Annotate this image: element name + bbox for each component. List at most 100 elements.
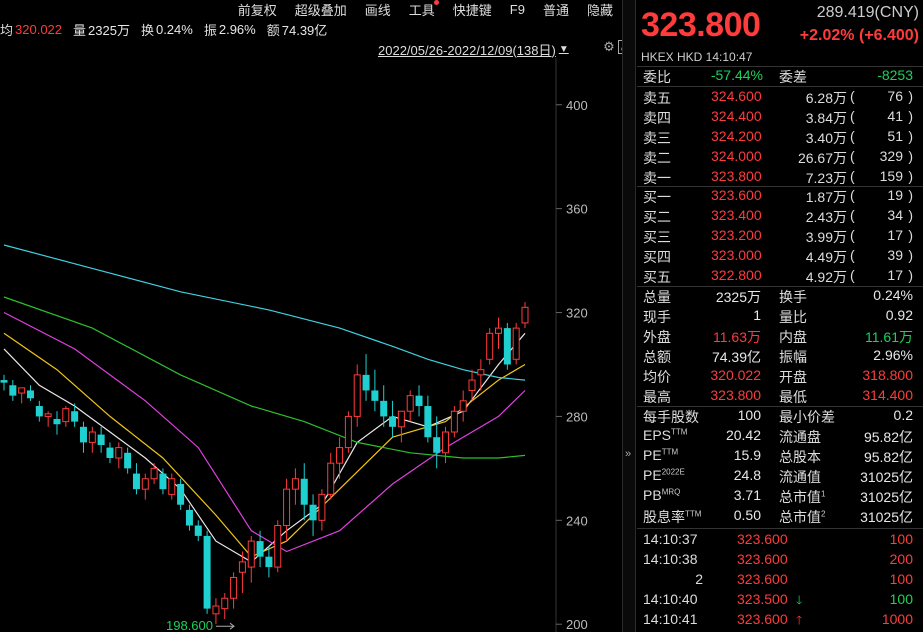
last-price: 323.800 xyxy=(641,6,761,44)
candle-body xyxy=(318,493,326,521)
tick-time: 14:10:38 xyxy=(643,551,698,567)
fund-label: 总市值2 xyxy=(779,509,826,525)
asks-row[interactable]: 卖一 323.800 7.23万(159) xyxy=(637,168,923,188)
y-tick-label: 400 xyxy=(566,98,588,113)
date-range-selector[interactable]: 2022/05/26-2022/12/09(138日) ▼ xyxy=(378,40,569,58)
amplitude-value: 2.96% xyxy=(218,21,256,37)
level-volume: 7.23万 xyxy=(805,170,847,186)
candle-body xyxy=(238,561,246,573)
level-volume: 3.84万 xyxy=(805,110,847,126)
divider xyxy=(637,66,923,67)
bids-row[interactable]: 买五 322.800 4.92万(17) xyxy=(637,267,923,287)
asks-row[interactable]: 卖五 324.600 6.28万(76) xyxy=(637,88,923,108)
toolbar-item[interactable]: F9 xyxy=(509,1,525,17)
arrow-down-icon: 🡓 xyxy=(796,593,803,607)
paren-open: ( xyxy=(850,168,855,184)
fund-value: 3.71 xyxy=(733,487,761,503)
level-volume: 2.43万 xyxy=(805,209,847,225)
candle-body xyxy=(424,406,432,438)
level-label: 买二 xyxy=(643,209,671,225)
fundamental-row: PBMRQ 3.71 总市值1 31025亿 xyxy=(637,487,923,507)
fund-value: 95.82亿 xyxy=(863,429,913,445)
bids-row[interactable]: 买一 323.600 1.87万(19) xyxy=(637,187,923,207)
fund-label: PETTM xyxy=(643,447,679,463)
tick-volume: 100 xyxy=(889,591,913,607)
toolbar-item[interactable]: 工具 xyxy=(400,0,444,19)
asks-row[interactable]: 卖二 324.000 26.67万(329) xyxy=(637,148,923,168)
notification-dot xyxy=(433,0,439,5)
divider xyxy=(637,406,923,407)
candle-body xyxy=(521,306,529,324)
asks-row[interactable]: 卖三 324.200 3.40万(51) xyxy=(637,128,923,148)
candle-body xyxy=(150,467,158,480)
candle-body xyxy=(115,447,123,459)
candle-body xyxy=(212,605,220,615)
stat-value: 320.022 xyxy=(710,367,761,383)
level-price: 323.200 xyxy=(711,227,762,243)
weicha-value: -8253 xyxy=(877,67,913,83)
vol-label: 量 xyxy=(73,22,87,38)
candle-body xyxy=(397,410,405,428)
candle-body xyxy=(371,390,379,401)
candle-body xyxy=(106,447,114,458)
tick-row: 14:10:38 323.600 200 xyxy=(637,551,923,571)
y-tick-label: 280 xyxy=(566,409,588,424)
level-label: 买三 xyxy=(643,229,671,245)
toolbar-item[interactable]: 画线 xyxy=(364,2,391,18)
toolbar-item[interactable]: 普通 xyxy=(542,2,569,18)
candlestick-chart[interactable]: 400 360 320 280 240 200 198.600 xyxy=(0,58,622,632)
fund-label: 总市值1 xyxy=(779,489,826,505)
level-volume: 3.99万 xyxy=(805,229,847,245)
toolbar-item[interactable]: 隐藏 xyxy=(586,2,613,18)
stat-value: 314.400 xyxy=(862,387,913,403)
bids-row[interactable]: 买四 323.000 4.49万(39) xyxy=(637,247,923,267)
y-tick-label: 320 xyxy=(566,306,588,321)
candle-body xyxy=(291,478,299,490)
bids-row[interactable]: 买三 323.200 3.99万(17) xyxy=(637,227,923,247)
tick-row: 2 323.600 100 xyxy=(637,571,923,591)
level-count: 329 xyxy=(879,148,903,164)
level-label: 买五 xyxy=(643,269,671,285)
candle-body xyxy=(168,478,176,495)
fund-value: 31025亿 xyxy=(860,469,913,485)
stat-value: 11.63万 xyxy=(713,329,761,345)
level-price: 324.200 xyxy=(711,128,762,144)
stat-value: 2.96% xyxy=(873,347,913,363)
candle-body xyxy=(512,327,520,360)
fund-label: 每手股数 xyxy=(643,409,699,425)
candle-body xyxy=(9,385,17,396)
level-price: 323.600 xyxy=(711,187,762,203)
candle-body xyxy=(300,478,308,505)
candle-body xyxy=(159,473,167,490)
expand-panel-icon[interactable]: » xyxy=(625,448,632,460)
tick-row: 14:10:40 323.500 🡓 100 xyxy=(637,591,923,611)
stat-label: 换手 xyxy=(779,289,807,305)
stat-label: 外盘 xyxy=(643,329,671,345)
fund-value: 100 xyxy=(737,407,761,423)
toolbar-item[interactable]: 前复权 xyxy=(237,2,277,18)
chart-info-bar: 均 320.022 量 2325万 换 0.24% 振 2.96% 额 74.3… xyxy=(0,19,622,39)
stat-label: 最高 xyxy=(643,389,671,405)
stat-value: 2325万 xyxy=(715,289,761,305)
toolbar-item[interactable]: 快捷键 xyxy=(452,2,492,18)
candle-body xyxy=(274,525,282,568)
paren-close: ) xyxy=(908,207,913,223)
toolbar-item[interactable]: 超级叠加 xyxy=(294,2,347,18)
stat-label: 量比 xyxy=(779,309,807,325)
paren-open: ( xyxy=(850,247,855,263)
settings-icon[interactable]: ⚙ xyxy=(603,39,615,54)
candle-body xyxy=(132,473,140,490)
stat-row: 外盘 11.63万 内盘 11.61万 xyxy=(637,327,923,347)
stat-row: 总额 74.39亿 振幅 2.96% xyxy=(637,347,923,367)
level-volume: 4.49万 xyxy=(805,249,847,265)
asks-row[interactable]: 卖四 324.400 3.84万(41) xyxy=(637,108,923,128)
bids-row[interactable]: 买二 323.400 2.43万(34) xyxy=(637,207,923,227)
level-volume: 4.92万 xyxy=(805,269,847,285)
candle-body xyxy=(44,413,52,417)
stat-row: 均价 320.022 开盘 318.800 xyxy=(637,367,923,387)
fundamental-row: 股息率TTM 0.50 总市值2 31025亿 xyxy=(637,507,923,527)
fund-label: 流通值 xyxy=(779,469,821,485)
candle-body xyxy=(336,447,344,464)
level-price: 324.600 xyxy=(711,88,762,104)
arrow-up-icon: 🡑 xyxy=(796,613,803,627)
